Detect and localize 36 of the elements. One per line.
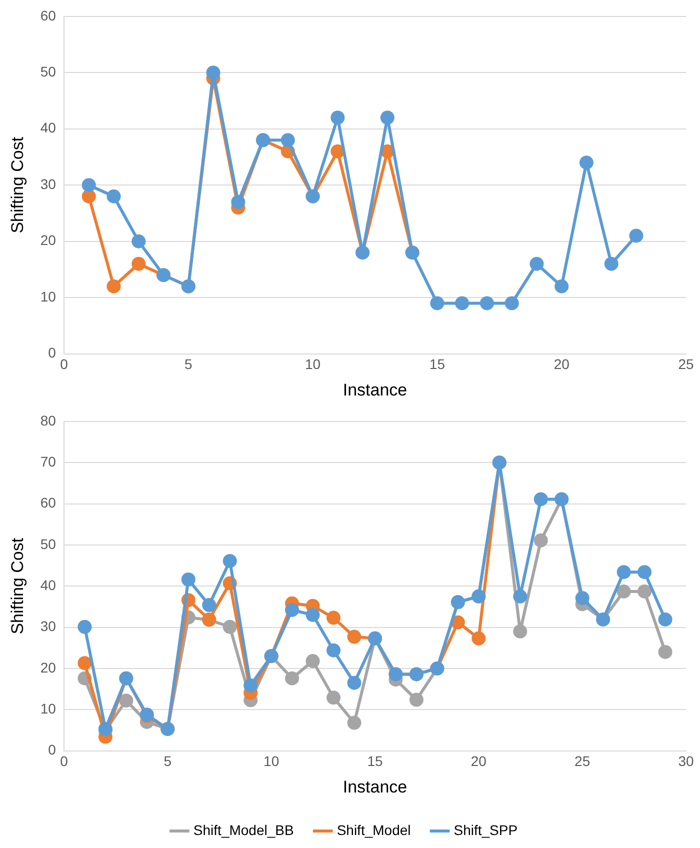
x-tick-label: 25 <box>574 753 590 770</box>
legend-label: Shift_Model <box>336 822 411 838</box>
x-tick-label: 25 <box>678 356 694 372</box>
y-tick-label: 80 <box>40 412 56 428</box>
x-tick-label: 0 <box>60 356 68 372</box>
x-tick-label: 0 <box>60 753 68 770</box>
y-tick-label: 20 <box>40 232 56 248</box>
y-tick-label: 0 <box>48 742 56 758</box>
x-tick-label: 5 <box>184 356 192 372</box>
y-tick-label: 40 <box>40 576 56 593</box>
x-tick-label: 20 <box>554 356 570 372</box>
x-tick-label: 30 <box>678 753 694 770</box>
y-tick-label: 30 <box>40 176 56 192</box>
y-tick-label: 30 <box>40 618 56 634</box>
legend-label: Shift_Model_BB <box>193 822 294 838</box>
y-tick-label: 60 <box>40 7 56 24</box>
y-axis-title: Shifting Cost <box>8 136 27 234</box>
x-tick-label: 15 <box>367 753 383 770</box>
y-tick-label: 0 <box>48 344 56 361</box>
x-tick-label: 5 <box>164 753 172 770</box>
y-tick-label: 50 <box>40 63 56 80</box>
y-tick-label: 40 <box>40 120 56 136</box>
y-tick-label: 50 <box>40 536 56 552</box>
y-tick-label: 10 <box>40 700 56 716</box>
x-axis-title: Instance <box>342 777 408 796</box>
x-tick-label: 10 <box>264 753 280 770</box>
y-tick-label: 20 <box>40 659 56 676</box>
legend-label: Shift_SPP <box>454 822 518 838</box>
y-tick-label: 60 <box>40 494 56 511</box>
x-tick-label: 20 <box>470 753 487 770</box>
y-tick-label: 10 <box>40 288 56 304</box>
x-axis-title: Instance <box>342 380 408 400</box>
x-tick-label: 15 <box>429 356 446 372</box>
x-tick-label: 10 <box>304 356 321 372</box>
y-tick-label: 70 <box>40 453 56 470</box>
y-axis-title: Shifting Cost <box>8 538 27 634</box>
